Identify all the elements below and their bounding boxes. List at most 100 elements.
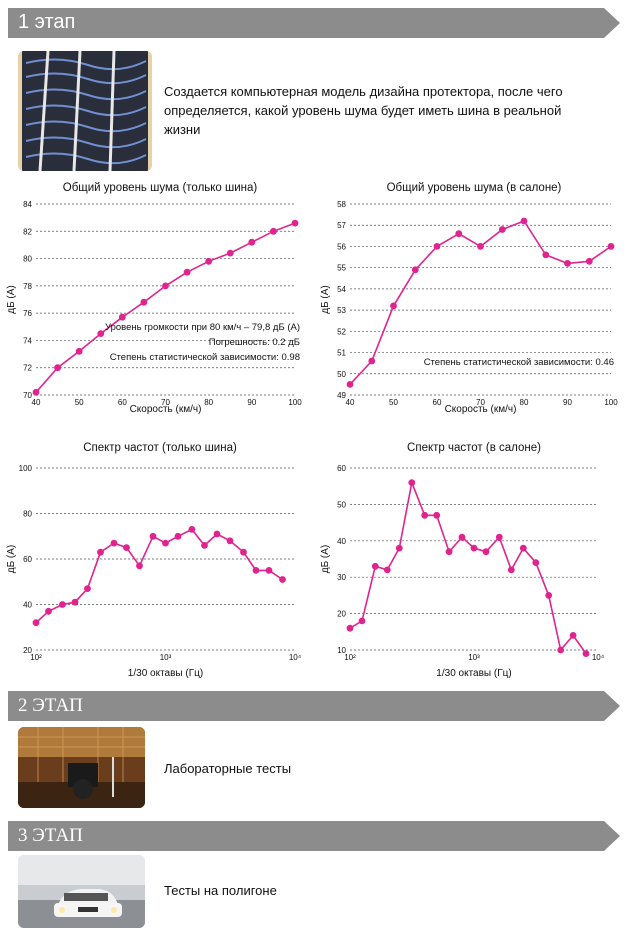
y-tick-label: 10 <box>337 646 346 655</box>
x-tick-label: 70 <box>476 398 485 407</box>
data-point <box>371 562 379 570</box>
data-point <box>265 567 273 574</box>
y-axis-label: дБ (А) <box>6 545 17 574</box>
data-point <box>162 282 169 290</box>
data-point <box>368 357 376 365</box>
chart-spectrum-tire-only: Спектр частот (только шина) 20 40 60 80 100 1… <box>0 440 310 685</box>
anechoic-lab-image <box>18 727 145 808</box>
x-tick-label: 70 <box>161 398 170 407</box>
y-tick-label: 52 <box>337 327 346 336</box>
chart-annotation: Погрешность: 0.2 дБ <box>209 337 300 348</box>
y-axis-label: дБ (А) <box>320 545 331 574</box>
data-point <box>498 226 506 233</box>
chart-3-title: Спектр частот (только шина) <box>83 442 237 454</box>
chart-annotation: Степень статистической зависимости: 0.98 <box>110 352 300 363</box>
data-point <box>390 302 397 310</box>
chart-4-title: Спектр частот (в салоне) <box>407 442 541 454</box>
y-tick-label: 82 <box>23 227 32 236</box>
chart-spectrum-cabin: Спектр частот (в салоне) 10 20 30 40 50 60 10²… <box>314 440 628 685</box>
data-point <box>358 617 366 625</box>
data-point <box>149 532 157 540</box>
data-point <box>213 530 221 538</box>
x-axis-label: 1/30 октавы (Гц) <box>436 668 511 679</box>
x-tick-label: 10⁴ <box>289 653 302 662</box>
x-axis-label: Скорость (км/ч) <box>445 404 517 415</box>
chart-annotation: Степень статистической зависимости: 0.46 <box>424 357 614 368</box>
x-tick-label: 10⁴ <box>592 653 605 662</box>
data-point <box>542 251 550 259</box>
data-point <box>433 243 441 250</box>
data-point <box>395 544 403 552</box>
data-point <box>445 548 453 556</box>
y-axis-label: дБ (А) <box>6 285 17 314</box>
data-point <box>174 532 182 540</box>
data-point <box>346 624 354 632</box>
y-tick-label: 53 <box>337 306 346 315</box>
chart-4-plot: 10 20 30 40 50 60 10² 10³ 10⁴ 1/30 октавы (Гц) дБ … <box>320 464 605 679</box>
y-axis-label: дБ (А) <box>320 285 331 314</box>
data-point <box>455 230 463 238</box>
stage-2-title: 2 ЭТАП <box>18 695 83 716</box>
data-point <box>482 548 490 556</box>
data-point <box>279 576 286 583</box>
series-line <box>35 222 296 393</box>
data-point <box>545 592 553 599</box>
y-tick-label: 78 <box>23 282 32 291</box>
data-point <box>45 607 52 615</box>
data-point <box>495 533 503 541</box>
data-point <box>183 268 191 276</box>
data-point <box>433 511 441 519</box>
x-tick-label: 60 <box>118 398 127 407</box>
data-point <box>411 266 419 274</box>
x-tick-label: 100 <box>288 398 302 407</box>
data-point <box>205 257 213 265</box>
data-point <box>532 559 540 566</box>
data-point <box>118 313 126 321</box>
data-point <box>585 257 593 265</box>
series-line <box>35 528 283 624</box>
y-tick-label: 55 <box>337 264 346 273</box>
data-point <box>123 544 130 551</box>
data-point <box>252 567 260 574</box>
y-tick-label: 40 <box>23 601 32 610</box>
x-tick-label: 40 <box>346 398 355 407</box>
data-point <box>470 544 478 552</box>
x-tick-label: 10³ <box>160 653 172 662</box>
data-point <box>421 511 429 519</box>
chart-1-title: Общий уровень шума (только шина) <box>62 182 258 194</box>
data-point <box>71 598 79 606</box>
data-point <box>59 601 66 608</box>
stage-1-title: 1 этап <box>18 11 76 33</box>
data-point <box>346 381 354 388</box>
x-tick-label: 80 <box>204 398 213 407</box>
data-point <box>97 330 105 337</box>
data-point <box>54 364 61 372</box>
series-line <box>349 479 587 655</box>
data-point <box>607 243 615 250</box>
y-tick-label: 20 <box>23 646 32 655</box>
x-tick-label: 40 <box>32 398 41 407</box>
x-tick-label: 90 <box>247 398 256 407</box>
y-tick-label: 60 <box>337 464 346 473</box>
y-tick-label: 54 <box>337 285 346 294</box>
y-tick-label: 56 <box>337 242 346 251</box>
x-tick-label: 100 <box>604 398 618 407</box>
stage-2-banner: 2 ЭТАП <box>8 691 620 721</box>
data-point <box>248 238 256 246</box>
data-point <box>477 243 484 250</box>
data-point <box>270 227 277 235</box>
chart-1-plot: 70 72 74 76 78 80 82 84 40 50 60 70 80 90 100 Скорость … <box>6 200 302 415</box>
x-axis-label: 1/30 октавы (Гц) <box>128 668 203 679</box>
x-tick-label: 50 <box>75 398 84 407</box>
y-tick-label: 49 <box>337 391 346 400</box>
tire-tread-model-image <box>18 51 152 171</box>
chart-2-plot: 49 50 51 52 53 54 55 56 57 58 40 50 60 70 80 90 100 Скоро… <box>320 200 618 415</box>
data-point <box>201 542 208 549</box>
stage-3-caption: Тесты на полигоне <box>164 883 277 898</box>
y-tick-label: 50 <box>337 500 346 509</box>
y-tick-label: 20 <box>337 610 346 619</box>
x-tick-label: 10² <box>30 653 42 662</box>
y-tick-label: 84 <box>23 200 32 209</box>
data-point <box>75 347 83 355</box>
stage-3-banner: 3 ЭТАП <box>8 821 620 851</box>
